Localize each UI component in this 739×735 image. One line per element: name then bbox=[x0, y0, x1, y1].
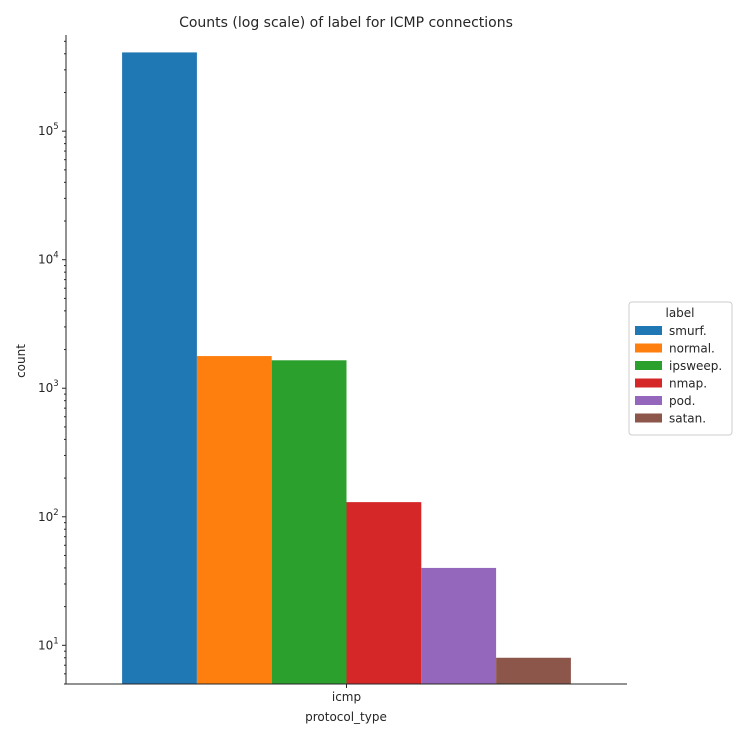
y-tick-label: 102 bbox=[38, 508, 59, 524]
bar-normal bbox=[196, 356, 272, 684]
y-axis-ticks: 101 102 103 104 105 bbox=[38, 40, 66, 685]
x-axis-ticks: icmp bbox=[332, 684, 361, 704]
legend-label-satan: satan. bbox=[669, 412, 706, 426]
chart-title: Counts (log scale) of label for ICMP con… bbox=[179, 15, 513, 31]
y-tick-label: 101 bbox=[38, 636, 59, 652]
legend-title: label bbox=[665, 306, 694, 320]
bar-satan bbox=[496, 657, 571, 684]
y-tick-label: 103 bbox=[38, 379, 59, 395]
bar-ipsweep bbox=[271, 360, 347, 684]
x-axis-label: protocol_type bbox=[305, 710, 387, 724]
bars-group bbox=[122, 52, 571, 685]
bar-pod bbox=[421, 567, 497, 684]
legend-label-ipsweep: ipsweep. bbox=[669, 359, 722, 373]
legend-label-smurf: smurf. bbox=[669, 324, 707, 338]
bar-smurf bbox=[122, 52, 197, 685]
legend-swatch-pod bbox=[635, 396, 662, 405]
legend-label-pod: pod. bbox=[669, 394, 695, 408]
legend-items: smurf. normal. ipsweep. nmap. pod. satan. bbox=[635, 324, 722, 426]
x-tick-label: icmp bbox=[332, 690, 361, 704]
legend-swatch-ipsweep bbox=[635, 361, 662, 370]
legend-label-normal: normal. bbox=[669, 342, 715, 356]
legend-swatch-normal bbox=[635, 343, 662, 353]
legend-swatch-satan bbox=[635, 413, 662, 423]
legend-label-nmap: nmap. bbox=[669, 377, 707, 391]
legend-swatch-smurf bbox=[635, 326, 662, 335]
y-tick-label: 105 bbox=[38, 122, 59, 138]
y-tick-label: 104 bbox=[38, 251, 59, 267]
legend-swatch-nmap bbox=[635, 378, 662, 388]
bar-nmap bbox=[346, 502, 422, 684]
y-axis-label: count bbox=[14, 344, 28, 378]
legend: label smurf. normal. ipsweep. nmap. pod. sata… bbox=[628, 301, 733, 436]
